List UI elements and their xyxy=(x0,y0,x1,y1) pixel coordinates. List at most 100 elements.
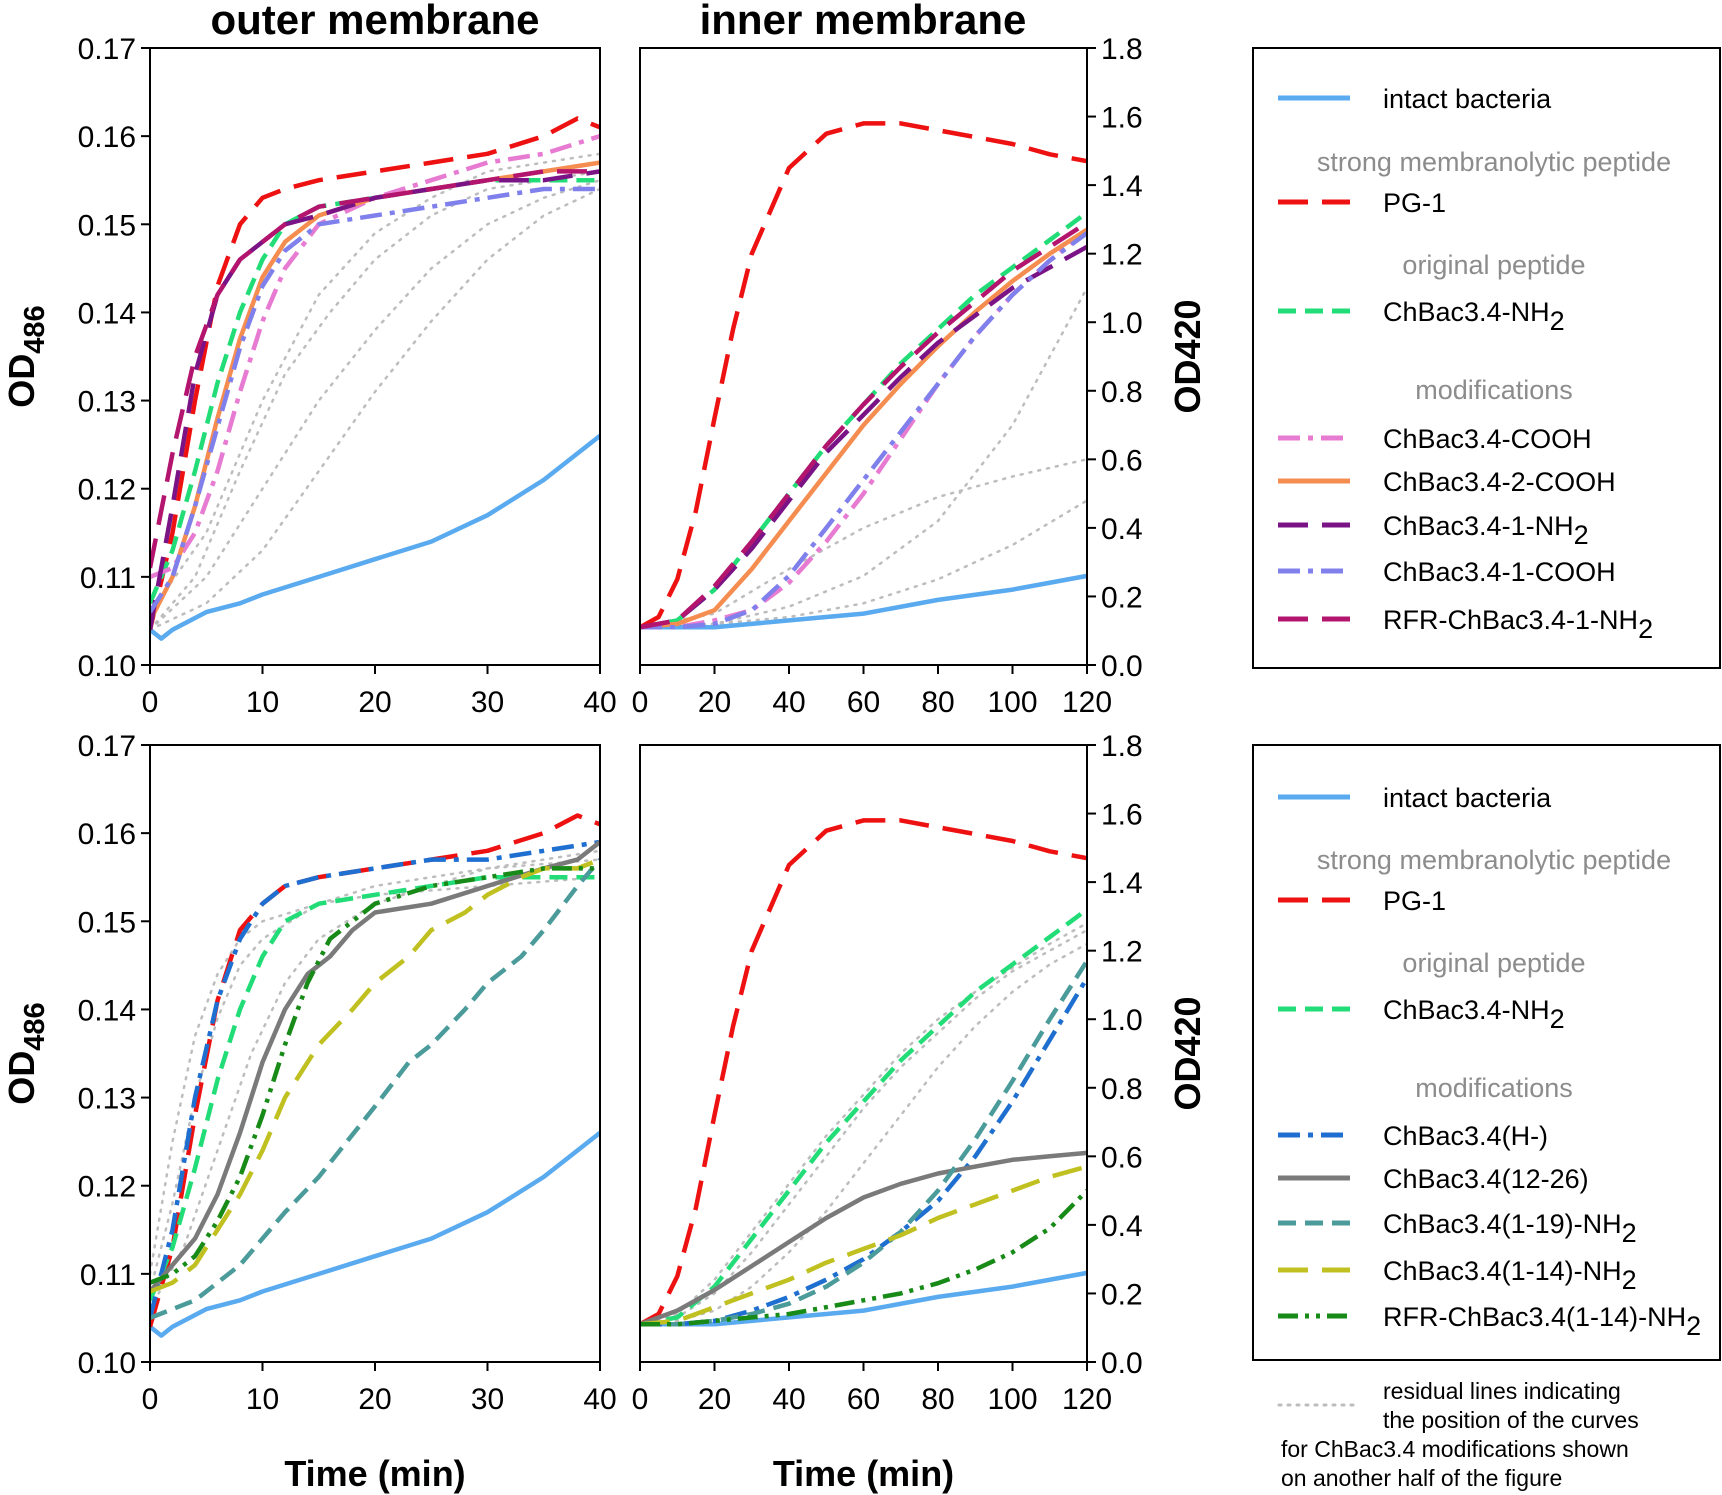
series-line xyxy=(150,874,600,1302)
y-tick-label: 0.6 xyxy=(1101,444,1143,477)
legend-label: ChBac3.4-NH2 xyxy=(1383,995,1565,1034)
x-tick-label: 80 xyxy=(921,686,954,719)
series-line xyxy=(640,1164,1087,1327)
series-line xyxy=(640,1150,1087,1327)
legend-label: ChBac3.4(1-19)-NH2 xyxy=(1383,1209,1637,1248)
y-tick-label: 0.13 xyxy=(78,386,136,419)
y-tick-label: 0.2 xyxy=(1101,1278,1143,1311)
series-line xyxy=(150,434,600,641)
x-tick-label: 20 xyxy=(698,686,731,719)
series-line xyxy=(640,231,1087,630)
y-tick-label: 1.6 xyxy=(1101,799,1143,832)
series-line xyxy=(640,1270,1087,1327)
series-line xyxy=(640,921,1087,1326)
series-line xyxy=(640,907,1087,1327)
legend-label: PG-1 xyxy=(1383,886,1446,916)
y-tick-label: 0.12 xyxy=(78,1171,136,1204)
y-tick-label: 0.0 xyxy=(1101,1347,1143,1380)
plot-frame xyxy=(639,47,1088,666)
x-tick-label: 30 xyxy=(471,686,504,719)
x-tick-label: 40 xyxy=(772,1383,805,1416)
y-tick-label: 1.8 xyxy=(1101,730,1143,763)
y-tick-label: 0.4 xyxy=(1101,513,1143,546)
legend-top: intact bacteria strong membranolytic pept… xyxy=(1252,47,1721,669)
series-line xyxy=(150,116,600,631)
y-tick-label: 0.14 xyxy=(78,297,136,330)
chart-title: outer membrane xyxy=(210,0,539,43)
y-tick-label: 0.11 xyxy=(80,562,136,595)
series-line xyxy=(640,499,1087,629)
series-line xyxy=(150,1131,600,1338)
residual-note-line: residual lines indicating xyxy=(1383,1378,1621,1404)
legend-label: ChBac3.4-COOH xyxy=(1383,424,1592,454)
series-line xyxy=(150,152,600,614)
residual-note-line: the position of the curves xyxy=(1383,1407,1639,1433)
y-axis-label: OD420 xyxy=(1167,299,1208,413)
x-tick-label: 10 xyxy=(246,1383,279,1416)
y-tick-label: 1.2 xyxy=(1101,936,1143,969)
legend-label: RFR-ChBac3.4(1-14)-NH2 xyxy=(1383,1302,1701,1341)
series-line xyxy=(150,866,600,1285)
y-tick-label: 0.11 xyxy=(80,1259,136,1292)
series-line xyxy=(640,928,1087,1326)
y-tick-label: 0.2 xyxy=(1101,581,1143,614)
x-tick-label: 60 xyxy=(847,1383,880,1416)
series-line xyxy=(640,1189,1087,1327)
legend-heading: modifications xyxy=(1415,375,1573,405)
legend-label: ChBac3.4-1-NH2 xyxy=(1383,511,1589,550)
chart-title: inner membrane xyxy=(700,0,1027,43)
y-tick-label: 1.0 xyxy=(1101,1004,1143,1037)
x-tick-label: 0 xyxy=(142,686,159,719)
legend-label: ChBac3.4-NH2 xyxy=(1383,297,1565,336)
y-axis-label: OD486 xyxy=(1,1002,51,1104)
y-tick-label: 0.17 xyxy=(78,33,136,66)
x-tick-label: 80 xyxy=(921,1383,954,1416)
x-tick-label: 10 xyxy=(246,686,279,719)
legend-heading: strong membranolytic peptide xyxy=(1317,845,1671,875)
series-line xyxy=(150,839,600,1319)
x-axis-label: Time (min) xyxy=(284,1453,465,1494)
y-tick-label: 0.0 xyxy=(1101,650,1143,683)
y-tick-label: 0.8 xyxy=(1101,1073,1143,1106)
series-line xyxy=(640,976,1087,1327)
y-tick-label: 0.12 xyxy=(78,474,136,507)
series-line xyxy=(150,178,600,631)
y-tick-label: 0.10 xyxy=(78,1347,136,1380)
y-tick-label: 1.8 xyxy=(1101,33,1143,66)
series-line xyxy=(640,220,1087,630)
x-tick-label: 20 xyxy=(358,1383,391,1416)
series-line xyxy=(150,875,600,1276)
y-tick-label: 0.15 xyxy=(78,209,136,242)
x-tick-label: 120 xyxy=(1062,1383,1112,1416)
x-tick-label: 30 xyxy=(471,1383,504,1416)
x-tick-label: 100 xyxy=(987,686,1037,719)
legend-label: ChBac3.4(H-) xyxy=(1383,1121,1548,1151)
legend-label: ChBac3.4(1-14)-NH2 xyxy=(1383,1256,1637,1295)
series-line xyxy=(640,942,1087,1326)
y-tick-label: 0.10 xyxy=(78,650,136,683)
legend-box xyxy=(1252,47,1721,669)
y-tick-label: 0.16 xyxy=(78,818,136,851)
series-line xyxy=(150,177,600,605)
series-line xyxy=(150,186,600,614)
series-line xyxy=(150,813,600,1328)
series-line xyxy=(150,858,600,1293)
series-line xyxy=(150,170,600,631)
series-line xyxy=(640,818,1087,1327)
x-tick-label: 60 xyxy=(847,686,880,719)
y-tick-label: 1.2 xyxy=(1101,239,1143,272)
legend-label: ChBac3.4(12-26) xyxy=(1383,1164,1589,1194)
x-tick-label: 100 xyxy=(987,1383,1037,1416)
x-tick-label: 120 xyxy=(1062,686,1112,719)
x-tick-label: 40 xyxy=(772,686,805,719)
series-line xyxy=(150,169,600,569)
legend-heading: original peptide xyxy=(1402,948,1585,978)
x-tick-label: 0 xyxy=(142,1383,159,1416)
legend-label: intact bacteria xyxy=(1383,783,1552,813)
y-tick-label: 1.6 xyxy=(1101,102,1143,135)
chart-p1: 0.10 0.11 0.12 0.13 0.14 0.15 0.16 0.17 0 10 20 30 4… xyxy=(1,0,617,719)
legend-label: RFR-ChBac3.4-1-NH2 xyxy=(1383,605,1653,644)
y-tick-label: 0.8 xyxy=(1101,376,1143,409)
y-axis-label: OD420 xyxy=(1167,996,1208,1110)
